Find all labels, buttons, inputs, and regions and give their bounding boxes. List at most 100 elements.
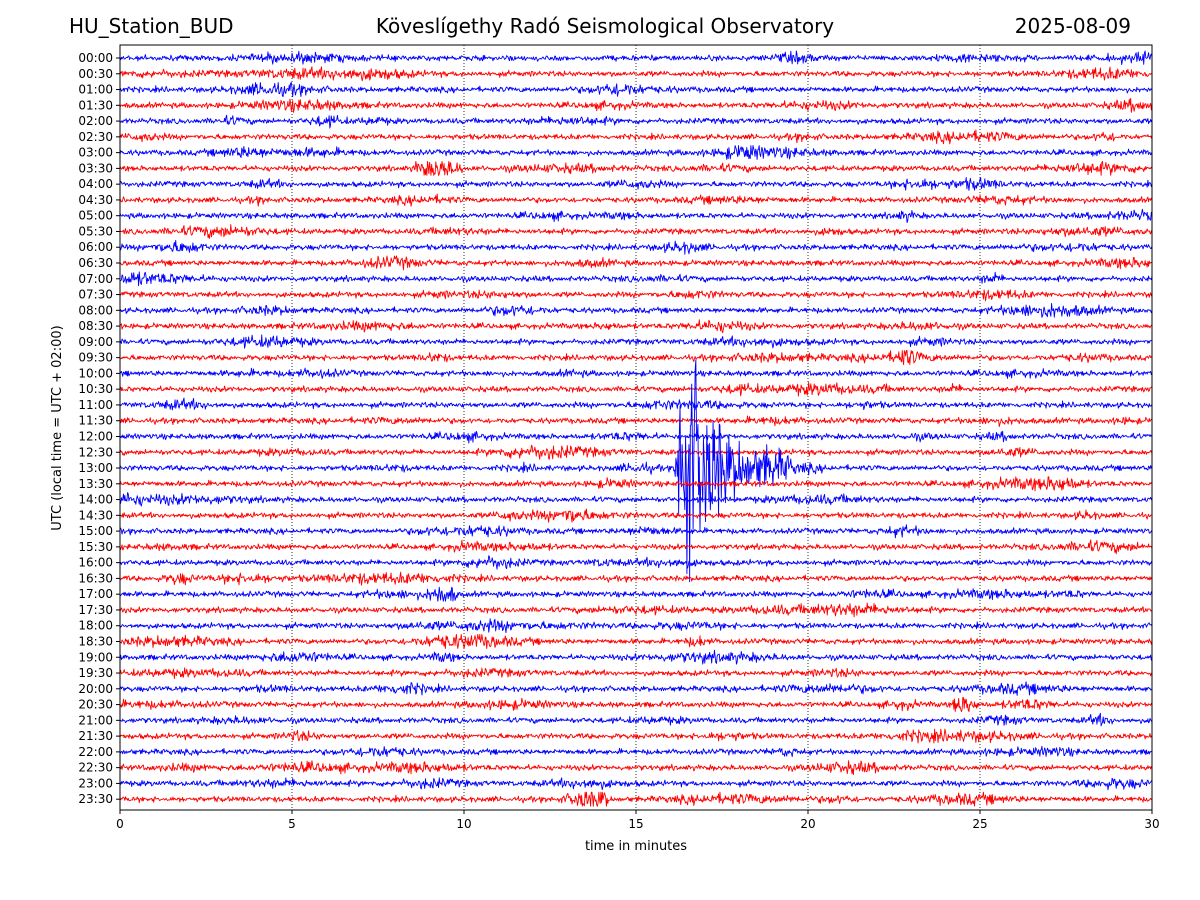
- x-axis-label: time in minutes: [585, 839, 687, 854]
- y-tick-label: 07:30: [78, 288, 113, 302]
- trace-1300: [119, 359, 1153, 583]
- y-tick-label: 09:30: [78, 351, 113, 365]
- y-tick-label: 21:00: [78, 713, 113, 727]
- x-tick-label: 30: [1144, 817, 1159, 831]
- y-tick-label: 19:00: [78, 650, 113, 664]
- y-tick-label: 14:00: [78, 493, 113, 507]
- x-tick-label: 10: [456, 817, 471, 831]
- trace-1800: [119, 618, 1153, 634]
- trace-2330: [119, 791, 1153, 807]
- y-tick-label: 04:30: [78, 193, 113, 207]
- grid-lines: [291, 45, 981, 810]
- y-tick-label: 06:00: [78, 240, 113, 254]
- y-tick-label: 21:30: [78, 729, 113, 743]
- y-tick-label: 11:30: [78, 414, 113, 428]
- trace-0630: [119, 255, 1153, 271]
- trace-0400: [119, 177, 1153, 191]
- trace-0300: [119, 145, 1153, 160]
- y-tick-label: 17:00: [78, 587, 113, 601]
- trace-0930: [119, 350, 1153, 366]
- trace-1930: [119, 667, 1153, 680]
- y-tick-label: 23:30: [78, 792, 113, 806]
- y-tick-label: 18:30: [78, 634, 113, 648]
- trace-0100: [119, 82, 1153, 97]
- y-tick-label: 10:00: [78, 366, 113, 380]
- y-tick-label: 01:00: [78, 83, 113, 97]
- trace-1000: [119, 367, 1153, 379]
- y-tick-label: 19:30: [78, 666, 113, 680]
- trace-1330: [119, 476, 1153, 492]
- y-tick-label: 03:30: [78, 161, 113, 175]
- trace-0830: [119, 319, 1153, 334]
- y-tick-label: 14:30: [78, 508, 113, 522]
- trace-0700: [119, 271, 1153, 287]
- y-tick-label: 05:00: [78, 209, 113, 223]
- trace-1230: [119, 444, 1153, 460]
- trace-0500: [119, 208, 1153, 223]
- y-tick-label: 00:30: [78, 67, 113, 81]
- trace-0130: [119, 97, 1153, 113]
- chart-title: Köveslígethy Radó Seismological Observat…: [375, 14, 835, 38]
- trace-0730: [119, 289, 1153, 302]
- trace-0800: [119, 302, 1153, 318]
- y-tick-label: 07:00: [78, 272, 113, 286]
- trace-1600: [119, 555, 1153, 570]
- x-tick-label: 0: [116, 817, 124, 831]
- x-tick-label: 5: [288, 817, 296, 831]
- y-tick-label: 20:30: [78, 698, 113, 712]
- trace-1200: [119, 430, 1153, 444]
- y-tick-label: 12:30: [78, 445, 113, 459]
- trace-0530: [119, 224, 1153, 239]
- trace-2030: [119, 697, 1153, 713]
- y-tick-label: 05:30: [78, 224, 113, 238]
- y-tick-label: 06:30: [78, 256, 113, 270]
- y-tick-label: 02:30: [78, 130, 113, 144]
- y-tick-label: 22:30: [78, 761, 113, 775]
- y-tick-label: 23:00: [78, 776, 113, 790]
- y-tick-label: 22:00: [78, 745, 113, 759]
- trace-1130: [119, 415, 1153, 428]
- y-tick-label: 20:00: [78, 682, 113, 696]
- trace-1630: [119, 571, 1153, 586]
- trace-2300: [119, 777, 1153, 791]
- trace-1100: [119, 397, 1153, 411]
- trace-1700: [119, 586, 1153, 602]
- trace-0030: [119, 66, 1153, 82]
- y-tick-label: 12:00: [78, 429, 113, 443]
- y-tick-label: 15:00: [78, 524, 113, 538]
- trace-1730: [119, 602, 1153, 618]
- y-tick-label: 08:00: [78, 303, 113, 317]
- trace-2100: [119, 712, 1153, 727]
- traces: [119, 50, 1153, 807]
- y-tick-label: 15:30: [78, 540, 113, 554]
- trace-1400: [119, 492, 1153, 507]
- y-tick-label: 03:00: [78, 146, 113, 160]
- y-tick-label: 11:00: [78, 398, 113, 412]
- y-tick-label: 16:00: [78, 556, 113, 570]
- y-tick-label: 16:30: [78, 571, 113, 585]
- trace-1430: [119, 508, 1153, 523]
- y-tick-label: 09:00: [78, 335, 113, 349]
- trace-0600: [119, 239, 1153, 255]
- trace-0430: [119, 193, 1153, 207]
- y-tick-label: 10:30: [78, 382, 113, 396]
- y-tick-label: 17:30: [78, 603, 113, 617]
- trace-0230: [119, 129, 1153, 145]
- x-axis-ticks: 0 5 10 15 20 25 30: [116, 810, 1160, 831]
- trace-2200: [119, 745, 1153, 758]
- y-tick-label: 04:00: [78, 177, 113, 191]
- y-tick-label: 18:00: [78, 619, 113, 633]
- trace-0000: [119, 50, 1153, 66]
- trace-1830: [119, 634, 1153, 649]
- trace-1500: [119, 524, 1153, 539]
- y-tick-label: 13:30: [78, 477, 113, 491]
- y-tick-label: 01:30: [78, 98, 113, 112]
- y-axis-label: UTC (local time = UTC + 02:00): [50, 325, 65, 530]
- x-tick-label: 15: [628, 817, 643, 831]
- trace-0200: [119, 114, 1153, 129]
- y-tick-label: 08:30: [78, 319, 113, 333]
- trace-2000: [119, 681, 1153, 696]
- y-tick-label: 13:00: [78, 461, 113, 475]
